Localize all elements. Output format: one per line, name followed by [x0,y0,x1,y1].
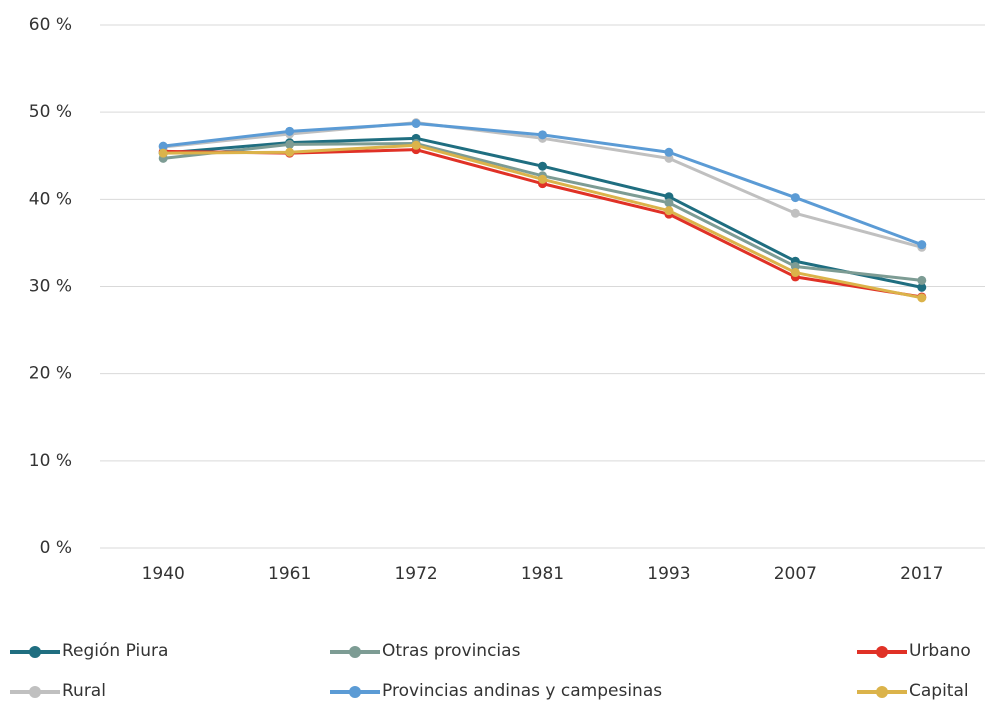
data-point [538,130,547,140]
legend-label: Urbano [909,641,971,661]
x-tick-label: 1940 [142,564,185,584]
y-tick-label: 20 % [29,364,72,384]
legend-label: Rural [62,681,106,701]
x-tick-label: 1961 [268,564,311,584]
data-point [917,293,927,303]
legend-label: Capital [909,681,969,701]
legend-label: Otras provincias [382,641,521,661]
data-point [158,141,168,151]
data-point [285,126,295,136]
legend-label: Región Piura [62,641,168,661]
data-point [158,148,168,158]
legend-marker [876,646,888,658]
legend-marker [29,646,41,658]
y-tick-label: 0 % [40,538,72,558]
data-point [538,174,547,184]
legend-marker [29,686,41,698]
legend-marker [876,686,888,698]
data-point [664,147,674,157]
data-point [285,139,295,149]
data-point [538,161,547,171]
x-tick-label: 2017 [900,564,943,584]
legend-label: Provincias andinas y campesinas [382,681,662,701]
legend-marker [349,686,361,698]
data-point [285,147,295,157]
x-tick-label: 1972 [394,564,437,584]
x-tick-label: 1981 [521,564,564,584]
y-tick-label: 60 % [29,15,72,35]
data-point [411,118,421,128]
data-point [790,193,800,203]
data-point [790,268,800,278]
y-tick-label: 40 % [29,189,72,209]
series-line [163,136,923,289]
legend-marker [349,646,361,658]
data-point [917,240,927,250]
x-tick-label: 2007 [774,564,817,584]
data-point [411,140,421,150]
data-point [917,282,927,292]
data-point [664,206,674,216]
y-tick-label: 10 % [29,451,72,471]
y-tick-label: 30 % [29,277,72,297]
y-tick-label: 50 % [29,102,72,122]
data-point [790,208,800,218]
data-point [917,275,927,285]
data-point [664,198,674,208]
x-tick-label: 1993 [647,564,690,584]
